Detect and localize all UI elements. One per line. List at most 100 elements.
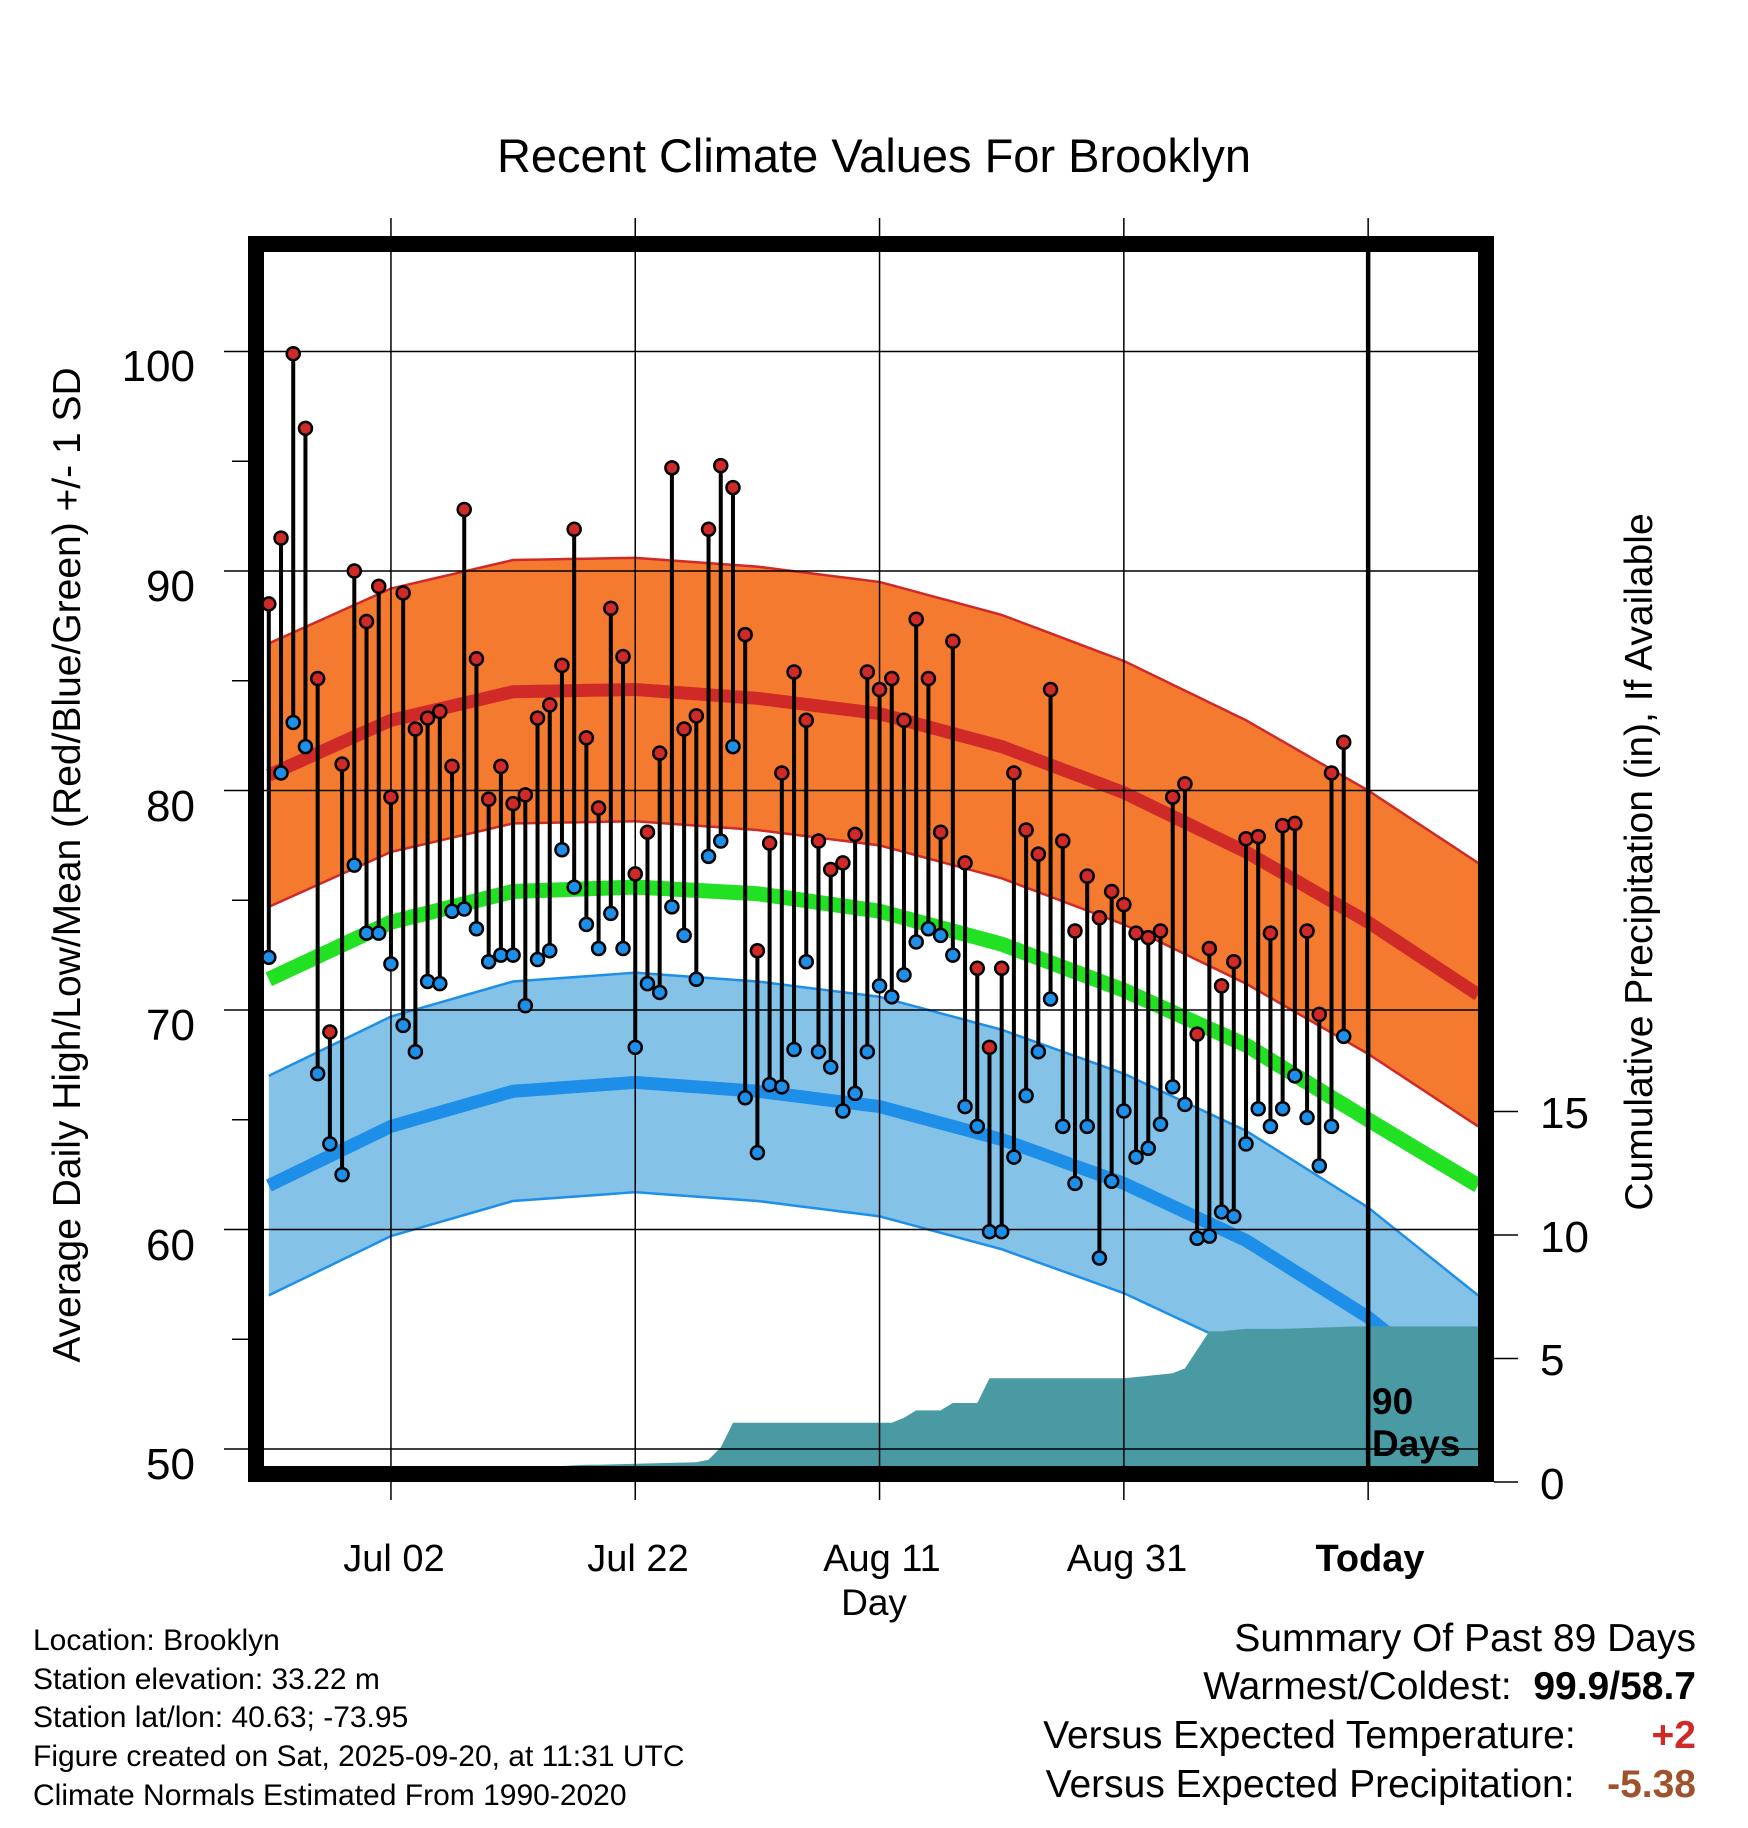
daily-high-point [1055,833,1071,849]
daily-high-point [932,824,949,840]
precipitation-area [523,1326,1479,1468]
daily-high-point [993,960,1010,977]
daily-high-point [1018,822,1034,838]
daily-high-point [309,670,326,687]
daily-low-point [468,921,485,937]
daily-low-point [1140,1140,1157,1157]
daily-low-point [1189,1230,1205,1247]
daily-high-point [273,530,289,546]
daily-high-point [1299,923,1315,939]
daily-low-point [835,1103,851,1119]
daily-low-point [444,903,460,919]
daily-low-point [297,738,314,755]
daily-high-point [676,721,692,737]
daily-low-point [334,1166,350,1183]
daily-low-point [688,971,705,988]
daily-low-point [1055,1118,1071,1135]
daily-low-point [761,1076,778,1093]
daily-high-point [578,730,595,746]
daily-low-point [603,905,619,922]
temp-anomaly-value: +2 [1651,1714,1696,1757]
y2-tick-label: 10 [1540,1213,1589,1262]
daily-low-point [1323,1118,1340,1135]
y-tick-label: 60 [146,1221,195,1270]
daily-low-point [285,714,301,731]
daily-low-point [1335,1028,1352,1045]
daily-low-point [615,940,631,957]
summary-heading: Summary Of Past 89 Days [1234,1617,1696,1660]
daily-low-point [993,1223,1010,1240]
normal-high-band-upper-edge [268,556,1479,864]
daily-high-point [395,585,411,601]
y-tick-label: 90 [146,562,195,611]
daily-low-point [774,1079,790,1095]
daily-low-point [1152,1116,1169,1132]
daily-low-point [945,947,961,963]
daily-high-point [517,787,534,803]
daily-high-point [297,420,314,437]
daily-high-point [615,648,631,665]
x-tick-label: Aug 11 [823,1538,941,1580]
daily-high-point [835,855,851,871]
summary-warmest-coldest: Warmest/Coldest: 99.9/58.7 [1203,1665,1696,1709]
daily-high-point [737,626,753,643]
daily-low-point [1287,1068,1303,1084]
daily-high-point [945,633,961,649]
daily-high-point [529,710,546,726]
daily-low-point [884,989,900,1005]
daily-high-point [566,521,582,538]
daily-low-point [1128,1149,1144,1165]
footer-latlon: Station lat/lon: 40.63; -73.95 [33,1701,409,1734]
daily-high-point [1140,929,1157,946]
daily-low-point [1006,1149,1022,1165]
daily-high-point [1311,1006,1328,1023]
daily-high-point [444,758,460,775]
daily-low-point [1042,991,1059,1007]
daily-low-point [847,1085,863,1102]
summary-temperature: Versus Expected Temperature: +2 [1043,1714,1696,1758]
daily-high-point [725,479,741,496]
daily-low-point [1164,1079,1181,1095]
daily-low-point [346,857,363,873]
daily-high-point [1164,789,1181,805]
daily-low-point [309,1065,326,1082]
daily-high-point [761,835,778,851]
plot-area [262,250,1480,1468]
summary-precipitation: Versus Expected Precipitation: -5.38 [1046,1763,1696,1807]
daily-high-point [1177,776,1193,792]
daily-high-point [1079,868,1095,884]
daily-low-point [407,1043,424,1060]
daily-high-point [1091,910,1108,926]
x-axis-label: Day [841,1582,907,1623]
footer-location: Location: Brooklyn [33,1624,280,1657]
normal-low-band [268,972,1479,1468]
daily-high-point [822,861,839,878]
x-tick-label: Aug 31 [1066,1538,1188,1580]
daily-high-point [1238,831,1254,847]
daily-low-point [456,901,472,917]
footer-created: Figure created on Sat, 2025-09-20, at 11… [33,1740,685,1773]
daily-high-point [1250,828,1266,845]
daily-low-point [822,1059,839,1075]
normal-high-band-lower-edge [268,819,1479,1128]
daily-high-point [920,670,937,687]
daily-high-point [1262,925,1279,941]
daily-high-point [627,866,643,882]
daily-low-point [1177,1096,1193,1113]
daily-high-point [1274,817,1291,834]
daily-low-point [1103,1173,1120,1189]
coldest-value: 58.7 [1620,1665,1696,1708]
daily-low-point [725,738,741,755]
daily-low-point [1274,1101,1291,1117]
daily-high-point [981,1039,998,1056]
daily-low-point [1116,1103,1132,1119]
precip-label: Versus Expected Precipitation: [1045,1763,1575,1806]
daily-low-point [896,967,912,983]
daily-high-point [1189,1026,1205,1042]
daily-low-point [578,916,595,933]
daily-low-point [554,842,570,858]
daily-low-point [432,975,448,992]
daily-high-point [1116,896,1132,913]
daily-high-point [1226,953,1242,970]
daily-low-point [798,953,815,970]
